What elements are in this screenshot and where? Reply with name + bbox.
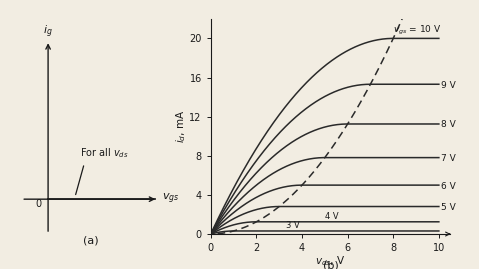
Text: 8 V: 8 V	[441, 121, 456, 129]
Text: (b): (b)	[323, 260, 338, 269]
Text: 6 V: 6 V	[441, 182, 456, 191]
Text: 5 V: 5 V	[441, 203, 456, 212]
Text: (a): (a)	[83, 236, 99, 246]
Text: For all $v_{ds}$: For all $v_{ds}$	[76, 147, 129, 194]
Text: 7 V: 7 V	[441, 154, 456, 163]
Text: $v_{gs}$: $v_{gs}$	[162, 192, 180, 206]
Text: 3 V: 3 V	[286, 221, 300, 230]
Text: 9 V: 9 V	[441, 81, 456, 90]
Y-axis label: $i_d$, mA: $i_d$, mA	[174, 110, 188, 143]
Text: $i_g$: $i_g$	[43, 24, 53, 40]
Text: 4 V: 4 V	[325, 212, 339, 221]
X-axis label: $v_{ds}$, V: $v_{ds}$, V	[315, 254, 346, 268]
Text: $v_{gs}$ = 10 V: $v_{gs}$ = 10 V	[393, 24, 442, 37]
Text: $0$: $0$	[35, 197, 43, 209]
